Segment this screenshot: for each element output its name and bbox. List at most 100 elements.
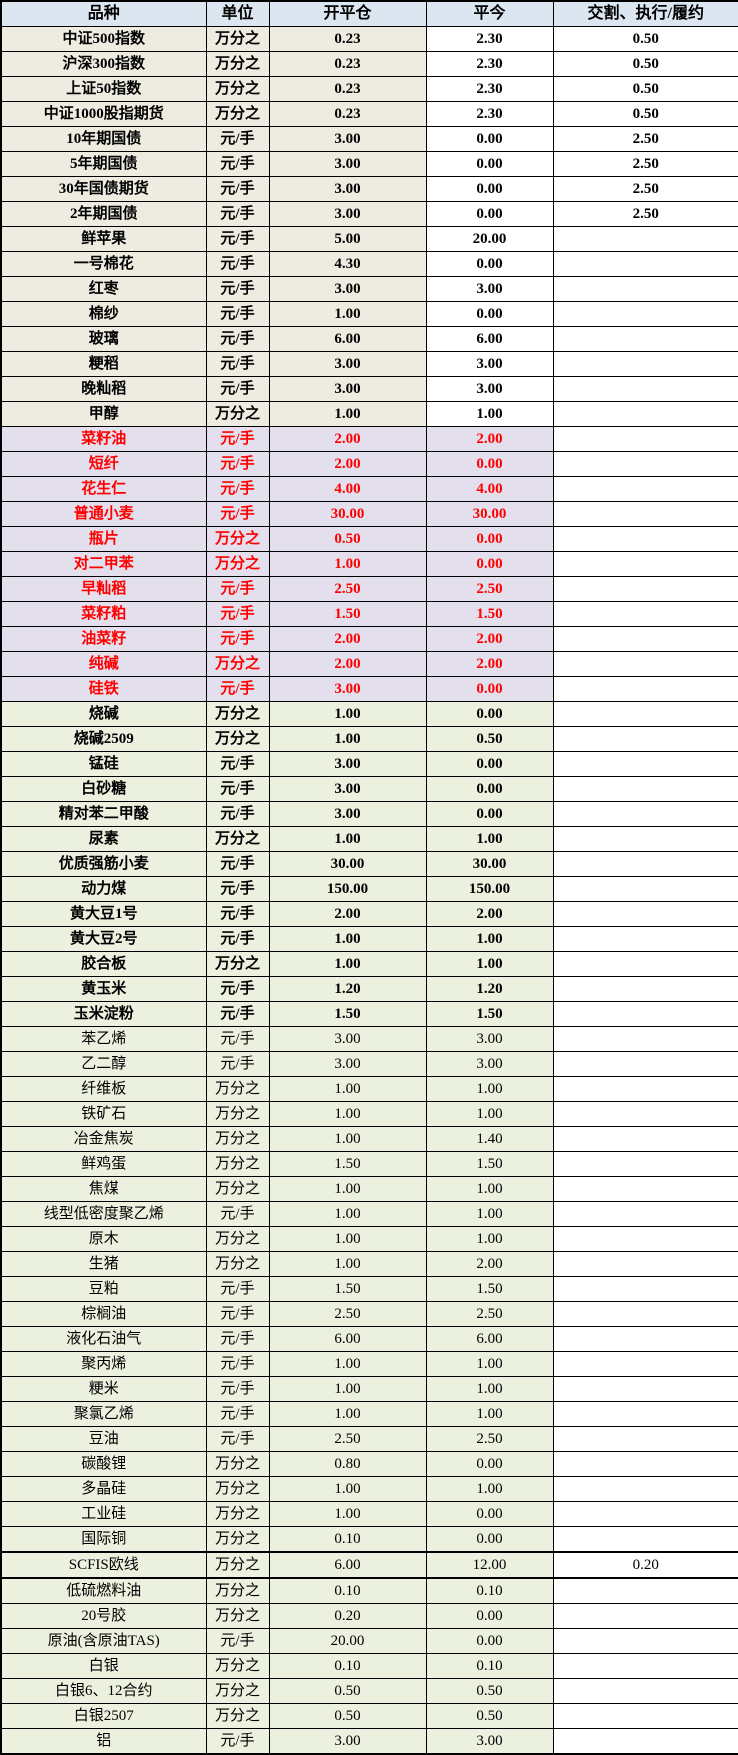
variety-cell: 10年期国债	[0, 126, 207, 152]
table-row: 花生仁 元/手 4.00 4.00	[0, 476, 738, 502]
open-close-cell: 0.10	[268, 1577, 427, 1604]
variety-cell: 豆油	[0, 1426, 207, 1452]
unit-cell: 万分之	[205, 826, 270, 852]
unit-cell: 元/手	[205, 1628, 270, 1654]
unit-cell: 万分之	[205, 401, 270, 427]
table-row: 乙二醇 元/手 3.00 3.00	[0, 1051, 738, 1077]
open-close-cell: 1.50	[268, 1151, 427, 1177]
open-close-cell: 3.00	[268, 1051, 427, 1077]
variety-cell: 尿素	[0, 826, 207, 852]
delivery-cell	[552, 1476, 738, 1502]
table-row: 胶合板 万分之 1.00 1.00	[0, 951, 738, 977]
unit-cell: 万分之	[205, 1653, 270, 1679]
unit-cell: 万分之	[205, 76, 270, 102]
table-row: 一号棉花 元/手 4.30 0.00	[0, 251, 738, 277]
table-row: 原木 万分之 1.00 1.00	[0, 1226, 738, 1252]
open-close-cell: 2.00	[268, 451, 427, 477]
close-today-cell: 1.50	[425, 1001, 554, 1027]
variety-cell: 原木	[0, 1226, 207, 1252]
unit-cell: 万分之	[205, 1251, 270, 1277]
close-today-cell: 30.00	[425, 851, 554, 877]
table-row: 黄大豆1号 元/手 2.00 2.00	[0, 901, 738, 927]
variety-cell: 原油(含原油TAS)	[0, 1628, 207, 1654]
delivery-cell: 2.50	[552, 176, 738, 202]
variety-cell: 黄玉米	[0, 976, 207, 1002]
table-row: 纯碱 万分之 2.00 2.00	[0, 651, 738, 677]
delivery-cell	[552, 901, 738, 927]
table-row: 普通小麦 元/手 30.00 30.00	[0, 501, 738, 527]
open-close-cell: 0.50	[268, 1703, 427, 1729]
open-close-cell: 1.00	[268, 1351, 427, 1377]
open-close-cell: 1.00	[268, 1226, 427, 1252]
table-row: 白砂糖 元/手 3.00 0.00	[0, 776, 738, 802]
open-close-cell: 1.00	[268, 551, 427, 577]
unit-cell: 元/手	[205, 501, 270, 527]
unit-cell: 万分之	[205, 1551, 270, 1579]
close-today-cell: 3.00	[425, 1728, 554, 1755]
table-row: 聚丙烯 元/手 1.00 1.00	[0, 1351, 738, 1377]
close-today-cell: 0.00	[425, 776, 554, 802]
delivery-cell	[552, 576, 738, 602]
table-row: 生猪 万分之 1.00 2.00	[0, 1251, 738, 1277]
open-close-cell: 1.00	[268, 1176, 427, 1202]
variety-cell: 液化石油气	[0, 1326, 207, 1352]
close-today-cell: 3.00	[425, 1051, 554, 1077]
header-unit: 单位	[205, 0, 270, 27]
unit-cell: 元/手	[205, 1001, 270, 1027]
delivery-cell	[552, 1051, 738, 1077]
delivery-cell	[552, 1226, 738, 1252]
delivery-cell	[552, 1426, 738, 1452]
variety-cell: 上证50指数	[0, 76, 207, 102]
open-close-cell: 3.00	[268, 151, 427, 177]
table-row: 30年国债期货 元/手 3.00 0.00 2.50	[0, 176, 738, 202]
delivery-cell	[552, 376, 738, 402]
close-today-cell: 2.50	[425, 576, 554, 602]
unit-cell: 万分之	[205, 1076, 270, 1102]
close-today-cell: 3.00	[425, 351, 554, 377]
unit-cell: 万分之	[205, 701, 270, 727]
unit-cell: 元/手	[205, 1051, 270, 1077]
unit-cell: 元/手	[205, 801, 270, 827]
table-row: 瓶片 万分之 0.50 0.00	[0, 526, 738, 552]
variety-cell: 玻璃	[0, 326, 207, 352]
table-row: 苯乙烯 元/手 3.00 3.00	[0, 1026, 738, 1052]
table-row: 甲醇 万分之 1.00 1.00	[0, 401, 738, 427]
unit-cell: 万分之	[205, 1678, 270, 1704]
table-row: 菜籽粕 元/手 1.50 1.50	[0, 601, 738, 627]
open-close-cell: 1.50	[268, 1276, 427, 1302]
variety-cell: 聚丙烯	[0, 1351, 207, 1377]
close-today-cell: 0.00	[425, 751, 554, 777]
close-today-cell: 12.00	[425, 1551, 554, 1579]
unit-cell: 元/手	[205, 476, 270, 502]
variety-cell: 5年期国债	[0, 151, 207, 177]
delivery-cell	[552, 601, 738, 627]
unit-cell: 元/手	[205, 1351, 270, 1377]
delivery-cell	[552, 676, 738, 702]
variety-cell: 国际铜	[0, 1526, 207, 1553]
unit-cell: 元/手	[205, 1301, 270, 1327]
delivery-cell	[552, 326, 738, 352]
variety-cell: 粳稻	[0, 351, 207, 377]
delivery-cell	[552, 351, 738, 377]
table-row: 黄大豆2号 元/手 1.00 1.00	[0, 926, 738, 952]
close-today-cell: 1.40	[425, 1126, 554, 1152]
open-close-cell: 1.00	[268, 701, 427, 727]
variety-cell: SCFIS欧线	[0, 1551, 207, 1579]
unit-cell: 万分之	[205, 1101, 270, 1127]
variety-cell: 胶合板	[0, 951, 207, 977]
open-close-cell: 3.00	[268, 176, 427, 202]
unit-cell: 元/手	[205, 776, 270, 802]
delivery-cell	[552, 1526, 738, 1553]
delivery-cell	[552, 776, 738, 802]
variety-cell: 一号棉花	[0, 251, 207, 277]
table-row: 粳稻 元/手 3.00 3.00	[0, 351, 738, 377]
delivery-cell: 0.50	[552, 26, 738, 52]
delivery-cell	[552, 1603, 738, 1629]
unit-cell: 元/手	[205, 576, 270, 602]
open-close-cell: 150.00	[268, 876, 427, 902]
delivery-cell	[552, 1451, 738, 1477]
delivery-cell	[552, 501, 738, 527]
variety-cell: 乙二醇	[0, 1051, 207, 1077]
delivery-cell	[552, 301, 738, 327]
variety-cell: 早籼稻	[0, 576, 207, 602]
